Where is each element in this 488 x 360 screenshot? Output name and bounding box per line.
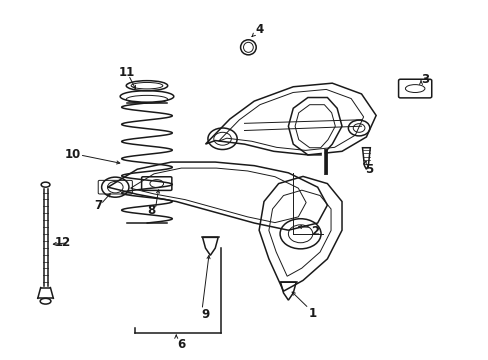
Text: 3: 3 [420, 73, 428, 86]
Text: 12: 12 [55, 236, 71, 249]
Text: 2: 2 [310, 225, 319, 238]
Text: 4: 4 [254, 23, 263, 36]
Text: 9: 9 [201, 308, 209, 321]
Text: 10: 10 [64, 148, 81, 161]
Text: 11: 11 [118, 66, 134, 79]
Text: 7: 7 [94, 199, 102, 212]
Text: 1: 1 [308, 307, 316, 320]
Text: 6: 6 [177, 338, 185, 351]
Text: 5: 5 [364, 163, 372, 176]
Text: 8: 8 [147, 204, 156, 217]
